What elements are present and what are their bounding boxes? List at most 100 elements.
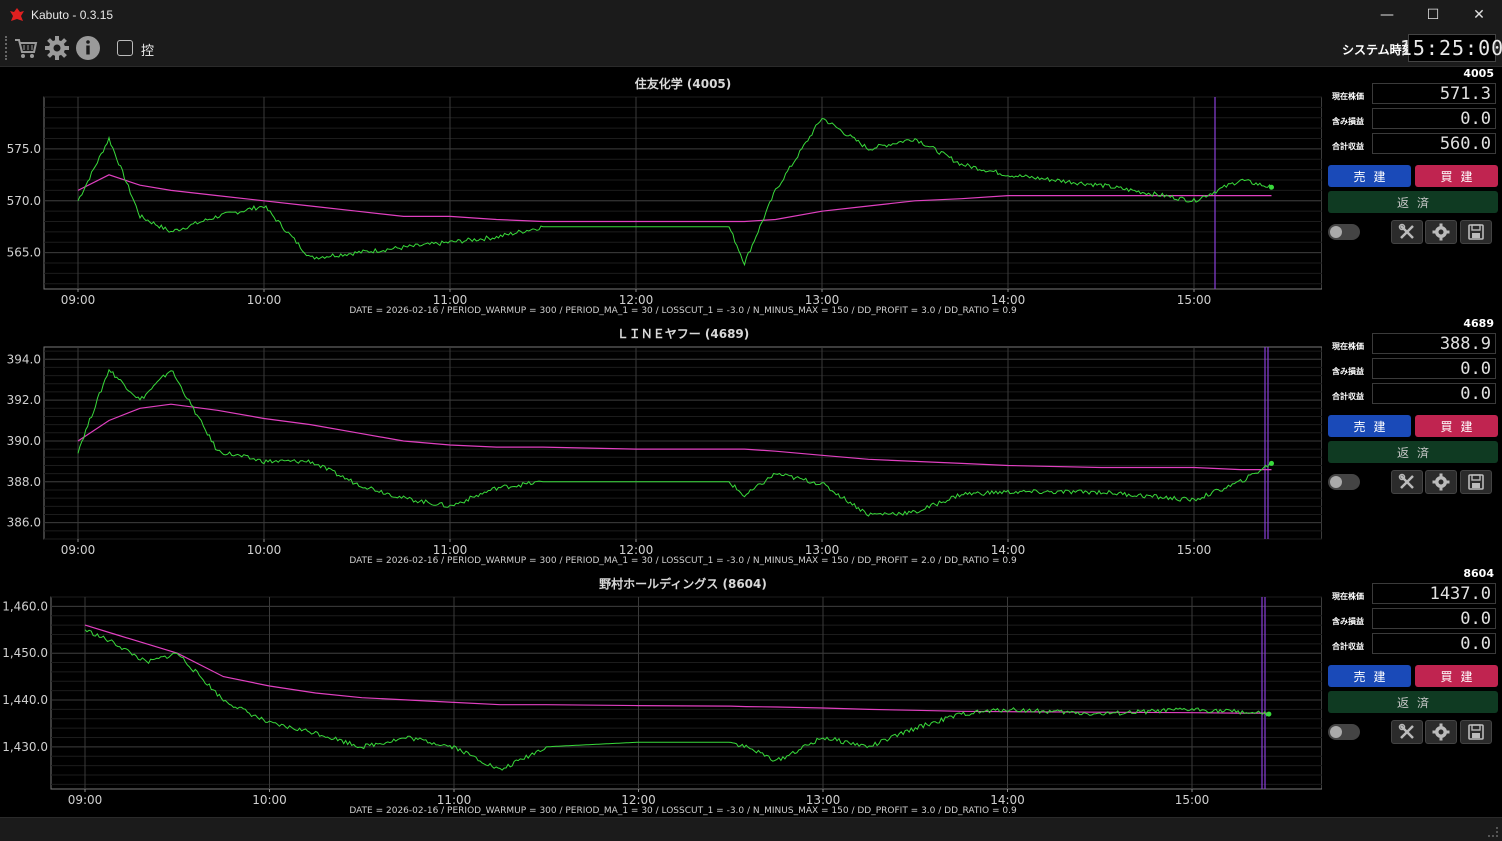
gear-icon[interactable] (44, 35, 70, 61)
charts-canvas: 住友化学 (4005) 575.0 570.0 565.0 09:00 10:00 11:0… (2, 76, 1322, 816)
auto-toggle[interactable] (1328, 224, 1360, 240)
auto-toggle[interactable] (1328, 474, 1360, 490)
y-tick-label: 386.0 (7, 516, 41, 530)
chart-parameters: DATE = 2026-02-16 / PERIOD_WARMUP = 300 … (349, 556, 1017, 566)
settings-button[interactable] (1425, 720, 1457, 744)
y-tick-label: 570.0 (7, 194, 41, 208)
control-checkbox[interactable] (117, 40, 133, 56)
maximize-button[interactable]: ☐ (1426, 7, 1440, 23)
trade-panel: 4005 現在株価 571.3 含み損益 0.0 合計収益 560.0 売建 買… (1324, 67, 1500, 252)
gear-icon (1432, 223, 1450, 241)
plot-frame (50, 596, 1322, 790)
buy-open-button[interactable]: 買建 (1415, 165, 1498, 187)
cart-icon[interactable] (13, 35, 39, 61)
total-profit-label: 合計収益 (1332, 142, 1364, 151)
y-tick-label: 575.0 (7, 142, 41, 156)
settings-button[interactable] (1425, 470, 1457, 494)
chart-parameters: DATE = 2026-02-16 / PERIOD_WARMUP = 300 … (349, 306, 1017, 316)
app-logo-icon (10, 8, 24, 21)
buy-open-button[interactable]: 買建 (1415, 665, 1498, 687)
sell-open-button[interactable]: 売建 (1328, 165, 1411, 187)
chart-panel: 野村ホールディングス (8604) 1,460.0 1,450.0 1,440.0 1,… (2, 576, 1322, 816)
price-line (77, 117, 1272, 267)
x-tick-label: 10:00 (247, 543, 282, 557)
x-tick-label: 11:00 (433, 293, 468, 307)
unrealized-pnl-display: 0.0 (1372, 108, 1496, 129)
toolbar-grip[interactable] (5, 36, 8, 60)
toggle-knob (1330, 226, 1342, 238)
unrealized-pnl-label: 含み損益 (1332, 367, 1364, 376)
control-checkbox-label: 控 (141, 44, 155, 59)
price-line (77, 368, 1272, 517)
sell-open-button[interactable]: 売建 (1328, 665, 1411, 687)
chart-parameters: DATE = 2026-02-16 / PERIOD_WARMUP = 300 … (349, 806, 1017, 816)
moving-average-line (77, 403, 1272, 471)
price-line (84, 629, 1270, 771)
title-bar: Kabuto - 0.3.15 — ☐ ✕ (0, 0, 1502, 30)
save-button[interactable] (1460, 470, 1492, 494)
save-button[interactable] (1460, 220, 1492, 244)
status-bar (0, 817, 1502, 841)
y-tick-label: 1,430.0 (2, 740, 48, 754)
y-tick-label: 394.0 (7, 352, 41, 366)
sell-open-button[interactable]: 売建 (1328, 415, 1411, 437)
current-price-display: 1437.0 (1372, 583, 1496, 604)
panel-code: 4005 (1463, 67, 1494, 80)
x-tick-label: 09:00 (68, 793, 103, 807)
moving-average-line (77, 174, 1272, 223)
x-tick-label: 12:00 (619, 543, 654, 557)
system-time-display: 15:25:00 (1399, 34, 1502, 62)
x-tick-label: 13:00 (805, 293, 840, 307)
tools-button[interactable] (1391, 720, 1423, 744)
x-tick-label: 10:00 (252, 793, 287, 807)
save-icon (1468, 224, 1484, 240)
close-position-button[interactable]: 返済 (1328, 691, 1498, 713)
chart-panel: 住友化学 (4005) 575.0 570.0 565.0 09:00 10:00 11:0… (7, 76, 1322, 316)
trade-panel: 8604 現在株価 1437.0 含み損益 0.0 合計収益 0.0 売建 買建… (1324, 567, 1500, 752)
info-icon[interactable] (75, 35, 101, 61)
x-tick-label: 14:00 (990, 793, 1025, 807)
close-position-button[interactable]: 返済 (1328, 441, 1498, 463)
x-tick-label: 10:00 (247, 293, 282, 307)
panel-code: 4689 (1463, 317, 1494, 330)
chart-title: 住友化学 (4005) (635, 76, 732, 91)
close-button[interactable]: ✕ (1473, 7, 1485, 23)
current-price-display: 571.3 (1372, 83, 1496, 104)
save-icon (1468, 724, 1484, 740)
total-profit-display: 560.0 (1372, 133, 1496, 154)
tools-button[interactable] (1391, 470, 1423, 494)
unrealized-pnl-label: 含み損益 (1332, 617, 1364, 626)
save-button[interactable] (1460, 720, 1492, 744)
x-tick-label: 14:00 (991, 543, 1026, 557)
trade-panel: 4689 現在株価 388.9 含み損益 0.0 合計収益 0.0 売建 買建 … (1324, 317, 1500, 502)
plot-frame (43, 96, 1322, 290)
last-price-marker (1266, 711, 1272, 717)
total-profit-display: 0.0 (1372, 633, 1496, 654)
y-tick-label: 390.0 (7, 434, 41, 448)
current-price-label: 現在株価 (1332, 592, 1364, 601)
x-tick-label: 12:00 (619, 293, 654, 307)
buy-open-button[interactable]: 買建 (1415, 415, 1498, 437)
current-price-display: 388.9 (1372, 333, 1496, 354)
minimize-button[interactable]: — (1380, 7, 1394, 23)
unrealized-pnl-label: 含み損益 (1332, 117, 1364, 126)
x-tick-label: 12:00 (621, 793, 656, 807)
resize-grip[interactable] (1488, 827, 1498, 837)
toggle-knob (1330, 726, 1342, 738)
x-tick-label: 11:00 (433, 543, 468, 557)
auto-toggle[interactable] (1328, 724, 1360, 740)
x-tick-label: 14:00 (991, 293, 1026, 307)
x-tick-label: 13:00 (806, 793, 841, 807)
charts-area: 住友化学 (4005) 575.0 570.0 565.0 09:00 10:00 11:0… (0, 67, 1322, 817)
x-tick-label: 15:00 (1177, 293, 1212, 307)
unrealized-pnl-display: 0.0 (1372, 358, 1496, 379)
close-position-button[interactable]: 返済 (1328, 191, 1498, 213)
tools-button[interactable] (1391, 220, 1423, 244)
y-tick-label: 388.0 (7, 475, 41, 489)
chart-title: ＬＩＮＥヤフー (4689) (617, 327, 750, 341)
current-price-label: 現在株価 (1332, 92, 1364, 101)
x-tick-label: 09:00 (61, 543, 96, 557)
gear-icon (1432, 723, 1450, 741)
settings-button[interactable] (1425, 220, 1457, 244)
total-profit-label: 合計収益 (1332, 642, 1364, 651)
